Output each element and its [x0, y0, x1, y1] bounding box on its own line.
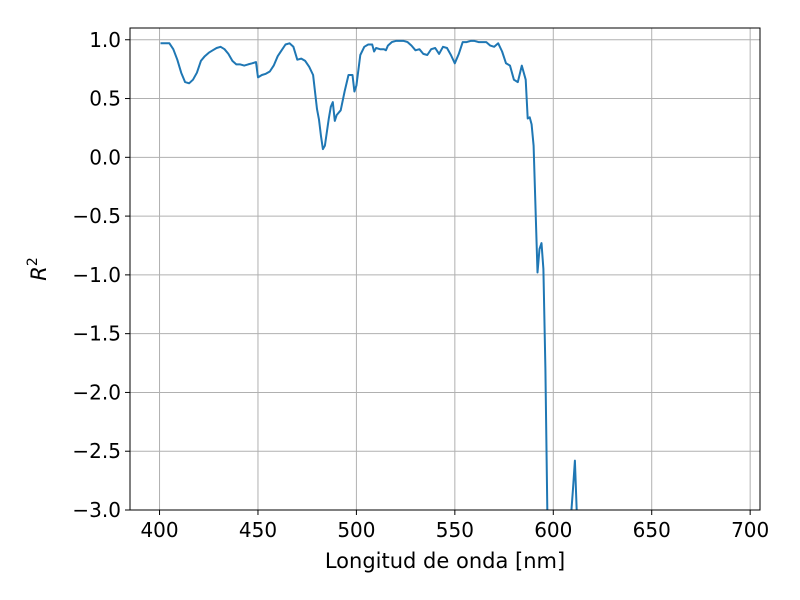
series-layer: [160, 39, 578, 510]
grid: [130, 28, 760, 511]
y-tick-label: 1.0: [89, 28, 121, 52]
x-tick-label: 400: [140, 518, 178, 542]
y-axis-label: R2: [25, 257, 51, 281]
y-tick-label: 0.0: [89, 145, 121, 169]
y-axis-label-superscript: 2: [25, 257, 41, 266]
series-line: [160, 39, 549, 510]
y-tick-label: −3.0: [72, 498, 121, 522]
x-tick-label: 600: [534, 518, 572, 542]
series-line: [570, 459, 578, 510]
x-tick-labels: 400 450 500 550 600 650 700: [140, 518, 769, 542]
y-tick-label: −2.0: [72, 380, 121, 404]
y-tick-labels: 1.0 0.5 0.0 −0.5 −1.0 −1.5 −2.0 −2.5 −3.0: [72, 28, 121, 522]
x-axis-label: Longitud de onda [nm]: [325, 549, 565, 573]
tick-marks: [125, 39, 751, 515]
x-tick-label: 650: [633, 518, 671, 542]
y-tick-label: −2.5: [72, 439, 121, 463]
x-tick-label: 450: [239, 518, 277, 542]
plot-frame: [129, 27, 761, 511]
y-tick-label: −1.0: [72, 263, 121, 287]
y-axis-label-base: R: [27, 266, 51, 281]
y-tick-label: 0.5: [89, 87, 121, 111]
x-tick-label: 500: [337, 518, 375, 542]
series-group: [160, 39, 578, 510]
y-tick-label: −1.5: [72, 322, 121, 346]
x-tick-label: 700: [731, 518, 769, 542]
x-tick-label: 550: [436, 518, 474, 542]
y-tick-label: −0.5: [72, 204, 121, 228]
